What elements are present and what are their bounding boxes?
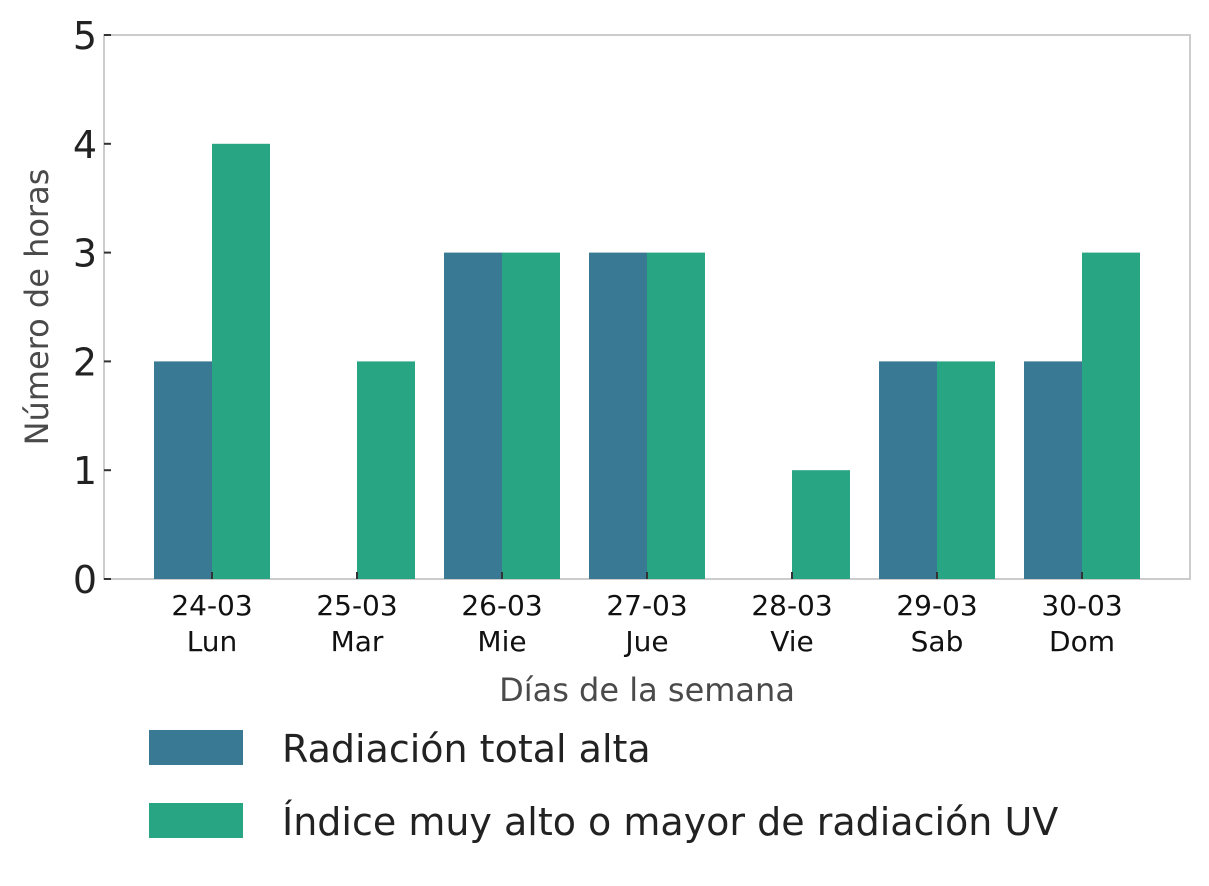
bar-radiacion-total-27-03 bbox=[589, 252, 647, 579]
x-tick-label-date: 25-03 bbox=[316, 589, 397, 622]
bar-indice-uv-27-03 bbox=[647, 252, 705, 579]
x-tick-label-day: Vie bbox=[770, 625, 814, 658]
legend-label: Radiación total alta bbox=[282, 727, 651, 771]
legend-swatch bbox=[149, 730, 243, 765]
bar-indice-uv-25-03 bbox=[357, 361, 415, 579]
y-axis: 0 1 2 3 4 5 bbox=[73, 14, 111, 602]
bars-group bbox=[154, 143, 1140, 580]
x-tick-label-day: Jue bbox=[623, 625, 668, 658]
bar-indice-uv-29-03 bbox=[937, 361, 995, 579]
bar-indice-uv-26-03 bbox=[502, 252, 560, 579]
y-tick-label: 5 bbox=[73, 14, 97, 58]
x-tick-label-date: 30-03 bbox=[1041, 589, 1122, 622]
x-tick-label-date: 28-03 bbox=[751, 589, 832, 622]
x-tick-label-day: Mar bbox=[331, 625, 384, 658]
y-tick-label: 4 bbox=[73, 123, 97, 167]
bar-radiacion-total-29-03 bbox=[879, 361, 937, 579]
x-tick-label-date: 27-03 bbox=[606, 589, 687, 622]
x-tick-label-date: 29-03 bbox=[896, 589, 977, 622]
x-tick-label-day: Sab bbox=[911, 625, 964, 658]
y-tick-label: 0 bbox=[73, 558, 97, 602]
bar-radiacion-total-30-03 bbox=[1024, 361, 1082, 579]
y-tick-label: 1 bbox=[73, 449, 97, 493]
bar-indice-uv-28-03 bbox=[792, 470, 850, 579]
legend: Radiación total alta Índice muy alto o ma… bbox=[149, 727, 1058, 844]
x-tick-label-date: 26-03 bbox=[461, 589, 542, 622]
legend-swatch bbox=[149, 803, 243, 838]
y-axis-label: Número de horas bbox=[18, 169, 56, 446]
y-tick-label: 3 bbox=[73, 232, 97, 276]
x-tick-label-day: Dom bbox=[1049, 625, 1115, 658]
y-tick-label: 2 bbox=[73, 340, 97, 384]
bar-radiacion-total-26-03 bbox=[444, 252, 502, 579]
x-axis-label: Días de la semana bbox=[499, 671, 795, 709]
bar-indice-uv-30-03 bbox=[1082, 252, 1140, 579]
bar-radiacion-total-24-03 bbox=[154, 361, 212, 579]
x-tick-label-date: 24-03 bbox=[171, 589, 252, 622]
bar-indice-uv-24-03 bbox=[212, 143, 270, 580]
legend-label: Índice muy alto o mayor de radiación UV bbox=[282, 800, 1058, 844]
x-tick-label-day: Mie bbox=[477, 625, 526, 658]
x-tick-label-day: Lun bbox=[187, 625, 238, 658]
